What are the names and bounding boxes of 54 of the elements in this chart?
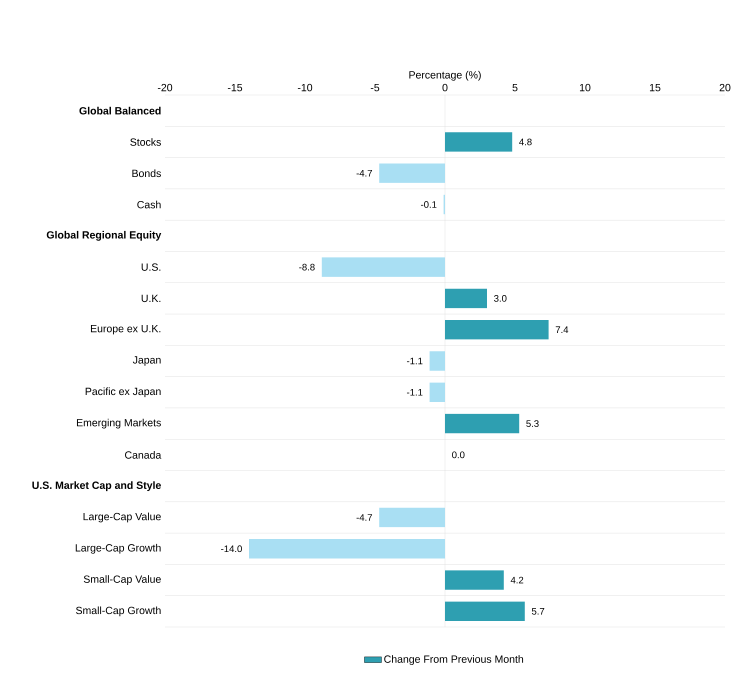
x-tick-label: 5: [512, 84, 518, 92]
y-tick-label: U.S. Market Cap and Style: [32, 481, 161, 492]
y-tick-label: Pacific ex Japan: [86, 387, 161, 398]
data-label: 4.8: [519, 138, 532, 146]
y-tick-label: Emerging Markets: [76, 418, 161, 428]
bar: [445, 320, 549, 340]
y-tick-label: Bonds: [132, 169, 161, 178]
y-tick-label: Cash: [137, 200, 161, 208]
y-tick-label: Canada: [125, 451, 162, 459]
x-tick-label: -15: [228, 84, 242, 92]
x-tick-label: 15: [650, 84, 660, 92]
data-label: 3.0: [494, 295, 507, 302]
data-label: -1.1: [406, 389, 422, 396]
y-tick-label: Small-Cap Value: [84, 575, 161, 585]
x-tick-label: 20: [720, 84, 730, 92]
x-tick-label: 10: [580, 84, 590, 92]
x-tick-label: -5: [370, 84, 380, 92]
data-label: -0.1: [420, 201, 436, 208]
bar: [445, 288, 487, 308]
bar: [445, 414, 520, 434]
bar: [430, 382, 445, 402]
y-tick-label: Global Balanced: [79, 106, 161, 115]
x-tick-label: 0: [442, 84, 448, 92]
y-tick-label: Small-Cap Growth: [76, 606, 161, 616]
y-tick-label: Large-Cap Value: [84, 512, 161, 522]
bar: [379, 164, 445, 183]
bar: [445, 132, 512, 152]
data-label: -4.7: [356, 170, 372, 176]
bar: [379, 508, 445, 528]
bar: [322, 257, 445, 277]
data-label: 4.2: [510, 576, 524, 584]
data-label: -1.1: [406, 358, 422, 364]
data-label: 0.0: [452, 452, 465, 458]
y-tick-label: Global Regional Equity: [46, 230, 162, 241]
y-tick-label: Stocks: [130, 138, 161, 146]
data-label: -4.7: [356, 514, 372, 521]
data-label: -14.0: [221, 545, 242, 552]
data-label: 7.4: [556, 326, 568, 333]
data-label: 5.3: [526, 420, 539, 427]
data-label: 5.7: [532, 608, 544, 615]
bar: [430, 351, 445, 371]
x-tick-label: -10: [298, 84, 312, 92]
y-tick-label: U.K.: [142, 294, 160, 302]
y-tick-label: Large-Cap Growth: [76, 544, 161, 554]
x-tick-label: -20: [158, 84, 172, 92]
y-tick-label: Europe ex U.K.: [90, 325, 160, 334]
legend-label: Change From Previous Month: [384, 655, 524, 665]
bar: [249, 539, 445, 558]
x-axis-title: Percentage (%): [409, 70, 481, 81]
bar: [445, 570, 504, 590]
data-label: -8.8: [299, 264, 315, 270]
y-tick-label: U.S.: [142, 263, 160, 271]
y-tick-label: Japan: [132, 356, 161, 366]
bar: [445, 602, 525, 622]
